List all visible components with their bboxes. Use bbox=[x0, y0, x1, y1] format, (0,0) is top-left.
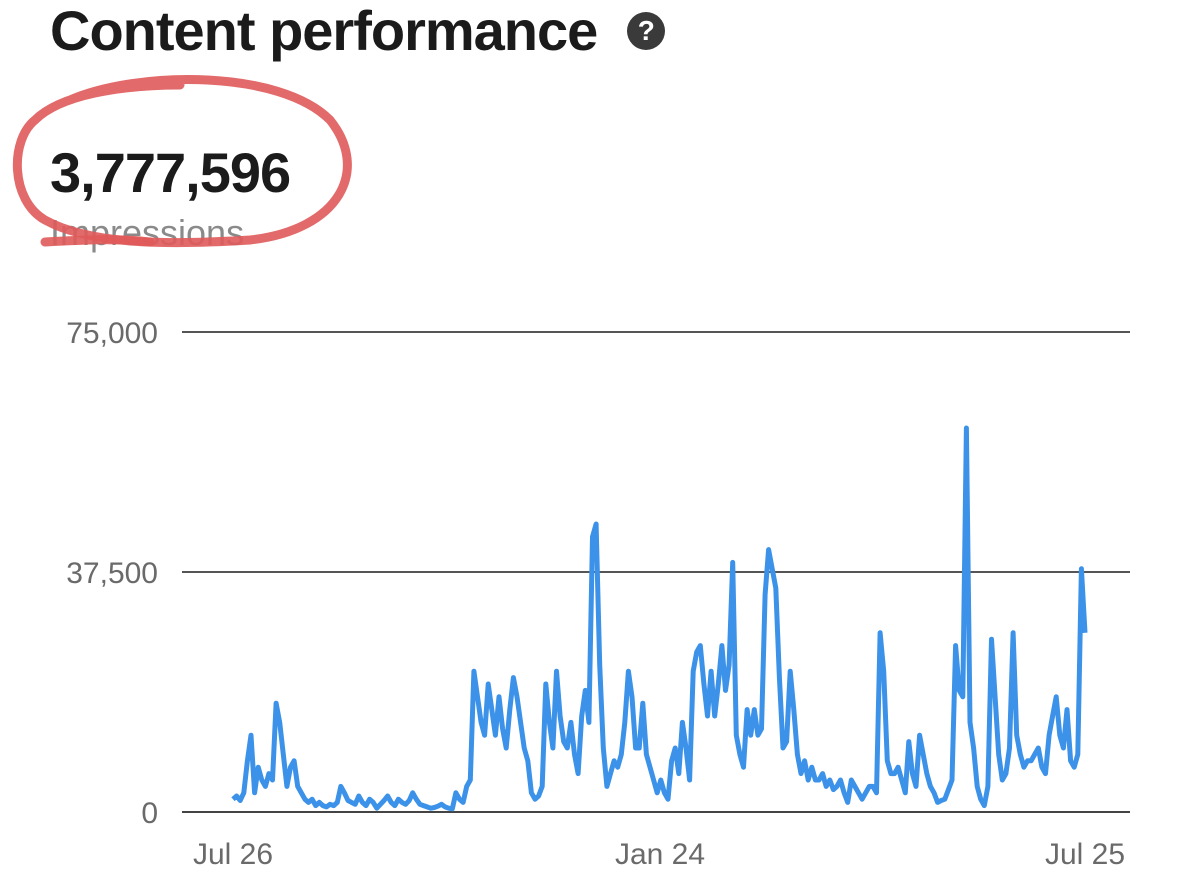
y-tick-label: 75,000 bbox=[66, 317, 158, 350]
impressions-metric: 3,777,596 bbox=[50, 140, 291, 205]
impressions-line-chart: 75,000 37,500 0 Jul 26 Jan 24 Jul 25 bbox=[66, 317, 1130, 871]
x-tick-label: Jan 24 bbox=[615, 838, 705, 871]
y-tick-label: 37,500 bbox=[66, 557, 158, 590]
x-tick-label: Jul 25 bbox=[1045, 838, 1125, 871]
question-circle-icon[interactable]: ? bbox=[627, 12, 666, 50]
x-tick-label: Jul 26 bbox=[193, 838, 273, 871]
impressions-label: Impressions bbox=[50, 212, 245, 253]
impressions-series-line bbox=[231, 425, 1088, 812]
content-performance-header: Content performance ? bbox=[50, 0, 666, 62]
y-tick-label: 0 bbox=[141, 797, 158, 830]
page-title: Content performance bbox=[50, 0, 598, 62]
impressions-value: 3,777,596 bbox=[50, 141, 291, 204]
